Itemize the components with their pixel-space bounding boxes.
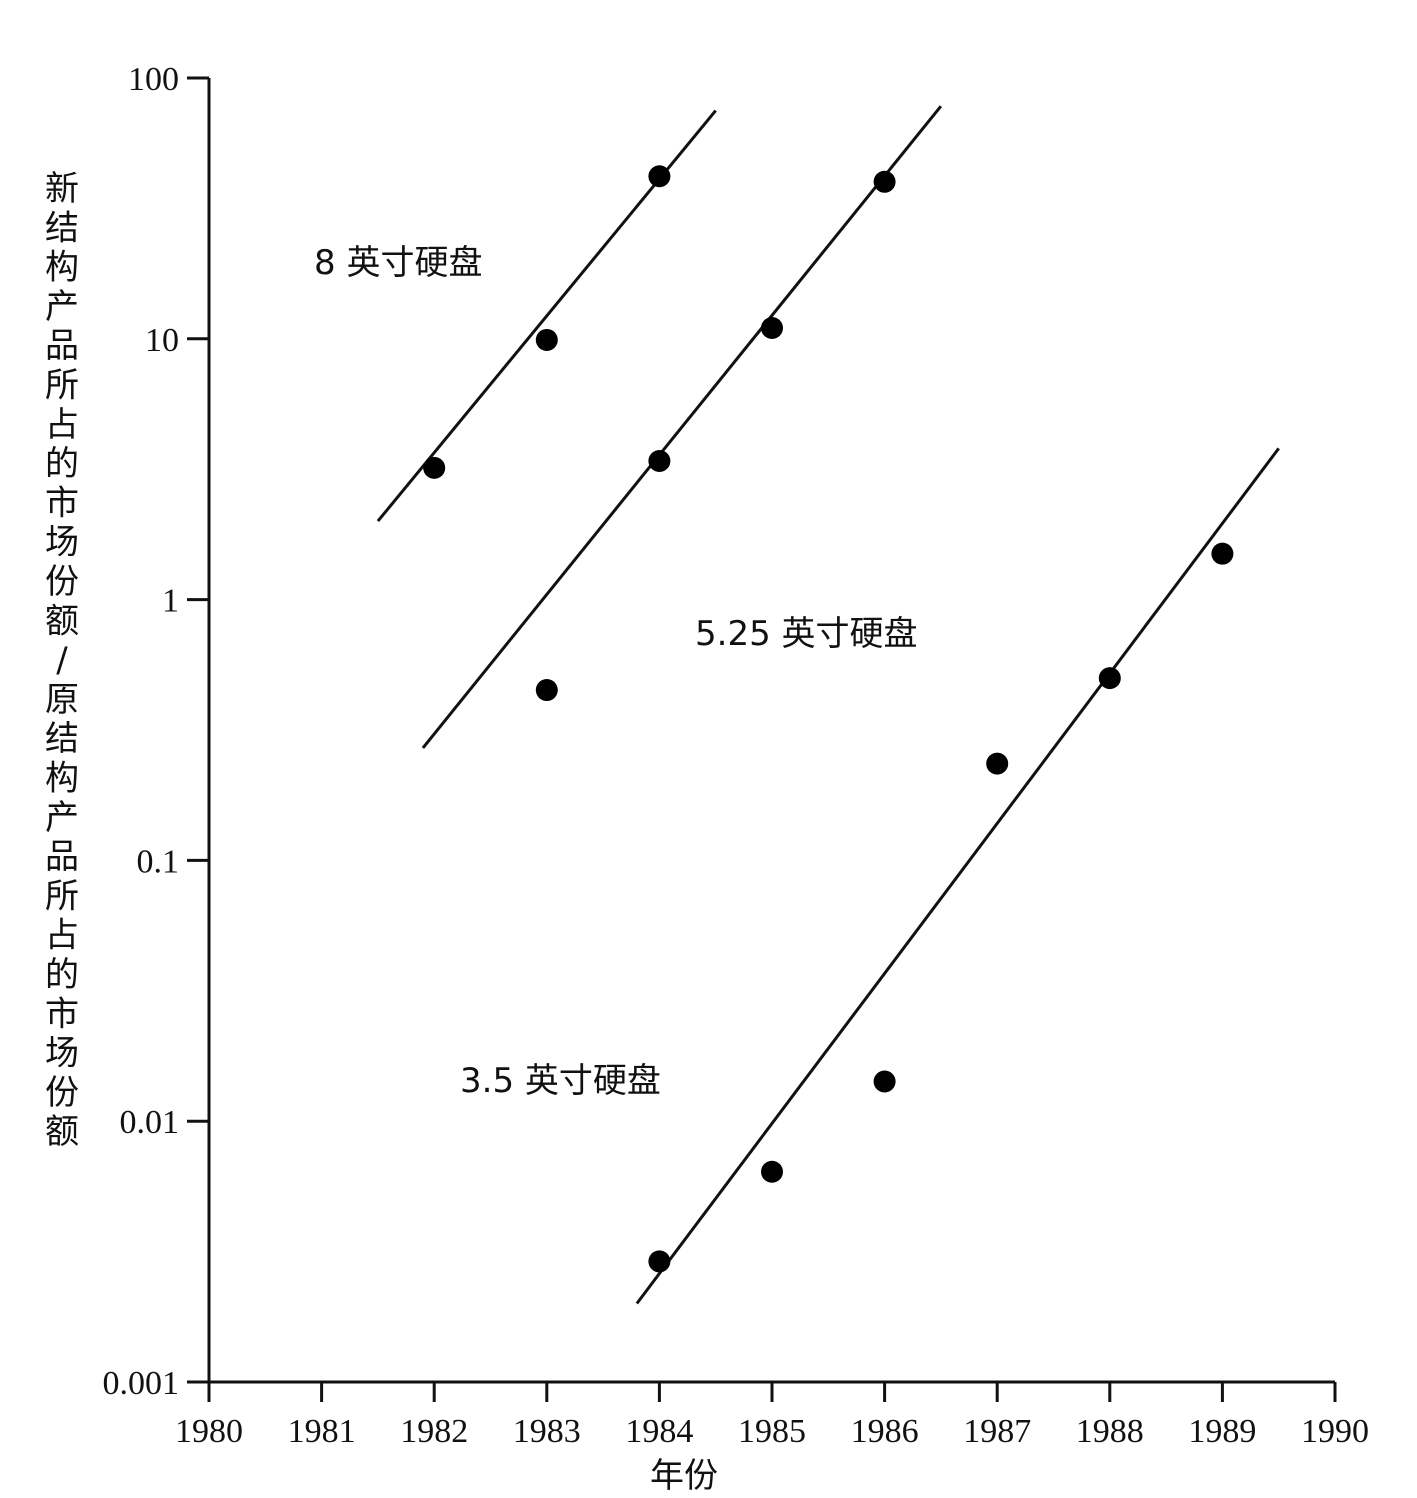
x-tick-label: 1984 xyxy=(625,1413,693,1450)
y-tick-label: 0.01 xyxy=(120,1104,180,1141)
x-axis-title: 年份 xyxy=(650,1456,718,1496)
x-tick-label: 1985 xyxy=(738,1413,806,1450)
y-tick-label: 10 xyxy=(145,322,179,359)
series-labels: 8 英寸硬盘 5.25 英寸硬盘 3.5 英寸硬盘 xyxy=(314,243,918,1101)
x-tick-label: 1987 xyxy=(963,1413,1031,1450)
data-point xyxy=(873,1070,896,1093)
y-tick-label: 1 xyxy=(162,583,179,620)
data-point xyxy=(1211,542,1234,565)
x-tick-label: 1990 xyxy=(1301,1413,1369,1450)
data-point xyxy=(873,170,896,193)
trend-line xyxy=(421,105,943,749)
x-tick-label: 1982 xyxy=(400,1413,468,1450)
x-tick-label: 1983 xyxy=(513,1413,581,1450)
y-tick-label: 0.1 xyxy=(137,843,180,880)
trend-line xyxy=(635,447,1280,1305)
x-tick-label: 1980 xyxy=(175,1413,243,1450)
x-tick-label: 1989 xyxy=(1188,1413,1256,1450)
y-tick-label: 100 xyxy=(128,61,179,98)
axis-titles: 年份 新结构产品所占的市场份额/原结构产品所占的市场份额 xyxy=(45,169,718,1496)
data-point xyxy=(648,1250,671,1273)
series-label: 5.25 英寸硬盘 xyxy=(695,614,918,654)
x-tick-label: 1988 xyxy=(1076,1413,1144,1450)
data-point xyxy=(535,679,558,702)
trend-lines xyxy=(376,105,1280,1305)
axes: 0.001 0.01 0.1 1 10 100 1980 1981 1982 1983 1984 19… xyxy=(103,61,1370,1450)
data-point xyxy=(423,456,446,479)
data-point xyxy=(535,328,558,351)
data-point xyxy=(648,165,671,188)
x-tick-label: 1986 xyxy=(851,1413,919,1450)
data-point xyxy=(761,317,783,340)
y-tick-label: 0.001 xyxy=(103,1365,180,1402)
x-tick-label: 1981 xyxy=(288,1413,356,1450)
data-points xyxy=(423,165,1234,1273)
y-axis-title: 新结构产品所占的市场份额/原结构产品所占的市场份额 xyxy=(45,169,79,1152)
series-label: 3.5 英寸硬盘 xyxy=(460,1061,661,1101)
series-label: 8 英寸硬盘 xyxy=(314,243,482,283)
data-point xyxy=(648,449,671,472)
data-point xyxy=(986,752,1009,775)
data-point xyxy=(1098,667,1121,690)
data-point xyxy=(761,1160,783,1183)
